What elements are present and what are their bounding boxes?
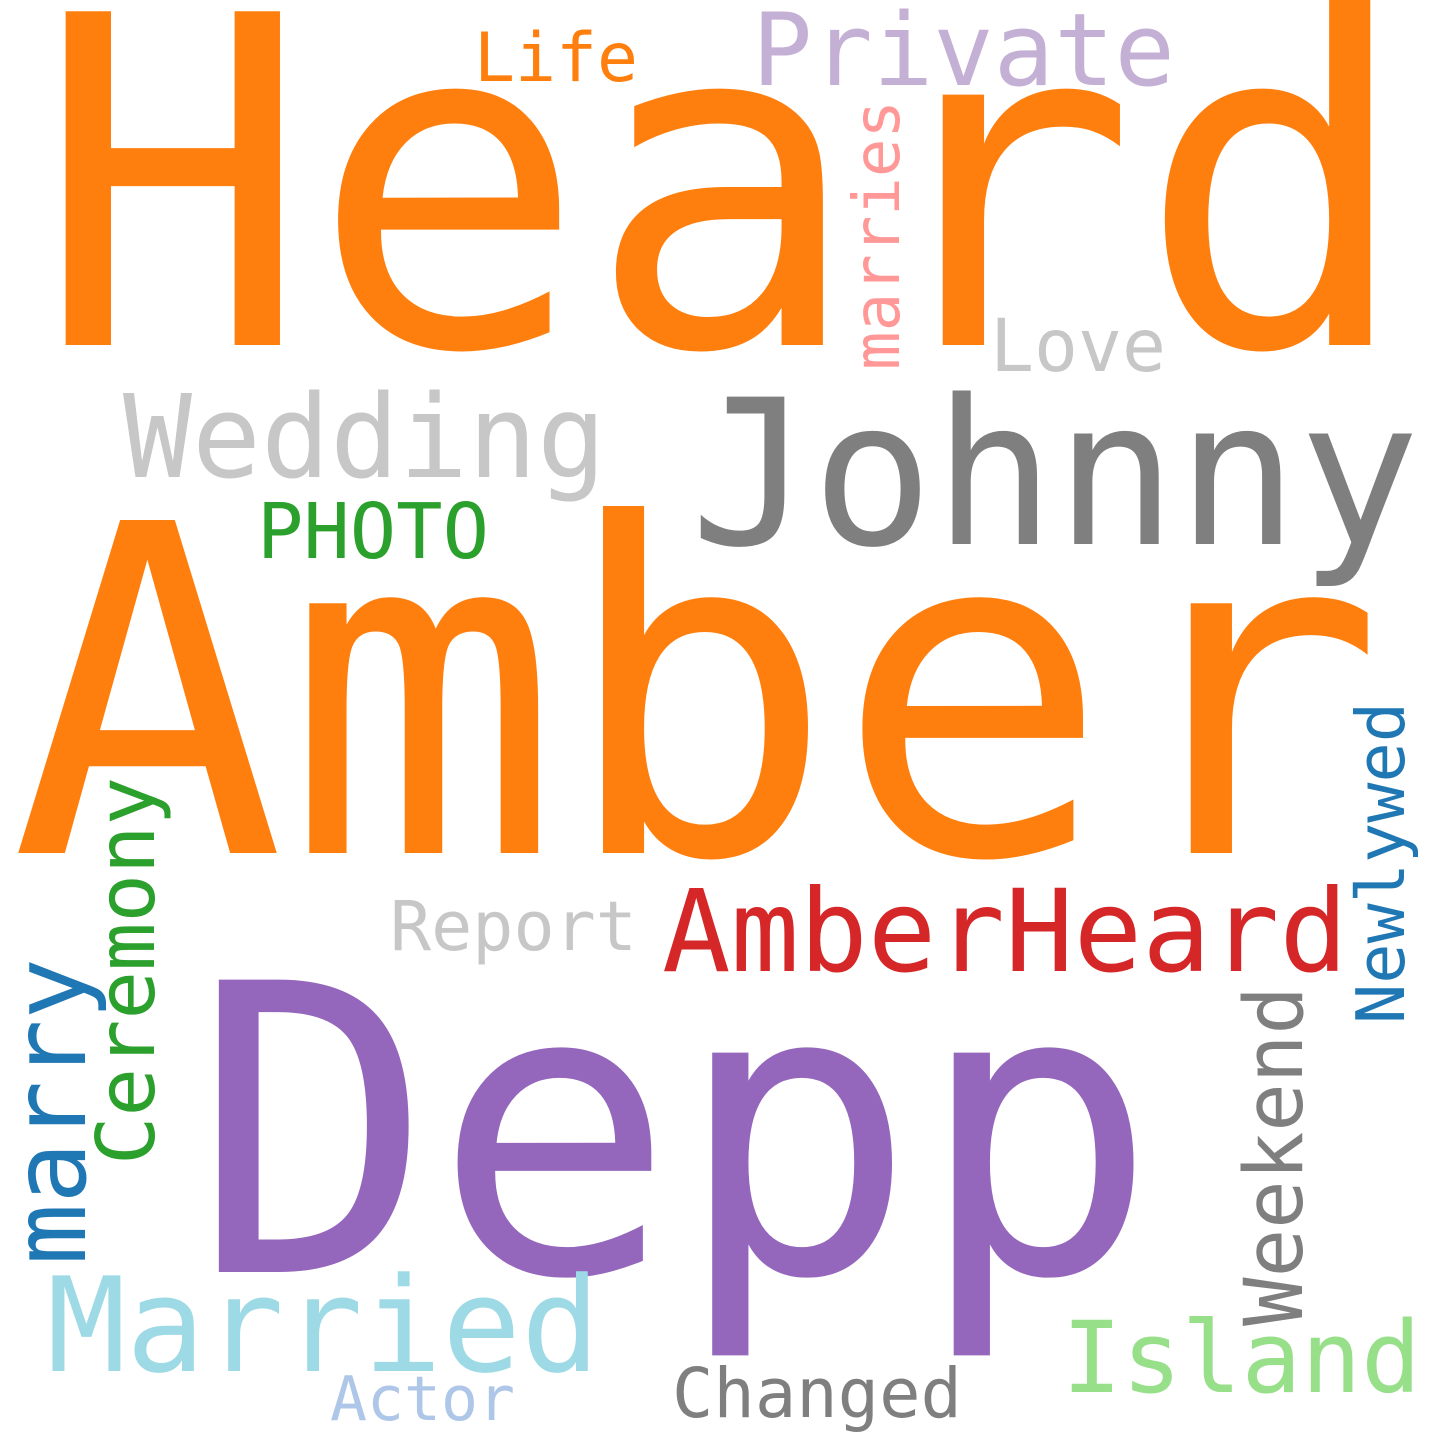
word-weekend: Weekend bbox=[1227, 986, 1322, 1326]
word-marry: marry bbox=[0, 958, 110, 1265]
word-marries: marries bbox=[840, 100, 915, 370]
word-changed: Changed bbox=[672, 1353, 962, 1434]
word-married: Married bbox=[47, 1249, 601, 1403]
word-life: Life bbox=[474, 19, 638, 98]
word-heard: Heard bbox=[35, 0, 1413, 453]
word-private: Private bbox=[752, 0, 1175, 110]
word-amber: Amber bbox=[10, 429, 1385, 962]
word-report: Report bbox=[390, 888, 637, 968]
word-depp: Depp bbox=[192, 900, 1158, 1368]
word-newlywed: Newlywed bbox=[1341, 702, 1420, 1024]
word-wedding: Wedding bbox=[123, 372, 607, 506]
word-johnny: Johnny bbox=[690, 355, 1420, 592]
word-love: Love bbox=[990, 303, 1166, 389]
word-island: Island bbox=[1062, 1301, 1421, 1417]
word-amberheard: AmberHeard bbox=[662, 865, 1348, 998]
word-actor: Actor bbox=[330, 1364, 515, 1436]
word-photo: PHOTO bbox=[257, 486, 489, 577]
